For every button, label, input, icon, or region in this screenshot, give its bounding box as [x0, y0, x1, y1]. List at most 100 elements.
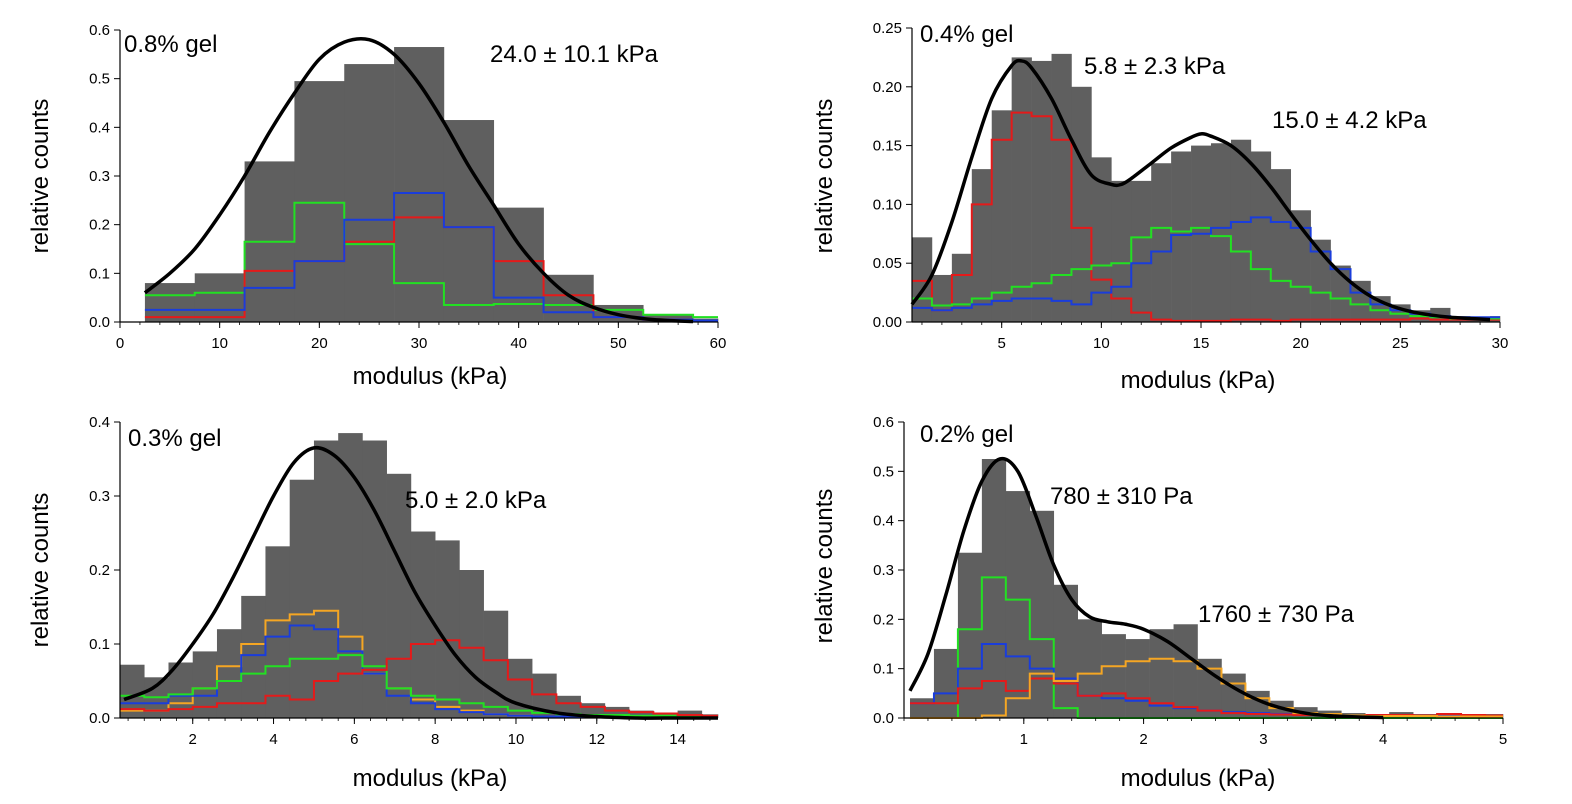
x-tick-label: 2	[1139, 731, 1147, 748]
fit-annotation: 780 ± 310 Pa	[1050, 483, 1193, 510]
y-tick-label: 0.2	[873, 611, 894, 628]
x-tick-label: 30	[411, 335, 428, 352]
gel-label: 0.2% gel	[920, 421, 1013, 448]
x-tick-label: 10	[508, 731, 525, 748]
histogram-bar	[957, 552, 983, 718]
fit-annotation: 15.0 ± 4.2 kPa	[1272, 107, 1427, 134]
gel-label: 0.4% gel	[920, 21, 1013, 48]
histogram-bar	[991, 110, 1012, 322]
x-tick-label: 15	[1193, 335, 1210, 352]
histogram-bar	[1151, 163, 1172, 322]
histogram-bar	[344, 64, 395, 322]
x-axis-label: modulus (kPa)	[1121, 367, 1276, 394]
histogram-bar	[1053, 584, 1079, 718]
y-tick-label: 0.2	[89, 562, 110, 579]
y-tick-label: 0.3	[89, 488, 110, 505]
histogram-bar	[194, 273, 245, 322]
x-tick-label: 60	[710, 335, 727, 352]
x-tick-label: 40	[510, 335, 527, 352]
histogram-bar	[1173, 624, 1198, 718]
x-tick-label: 2	[189, 731, 197, 748]
histogram-bar	[912, 237, 933, 322]
series-red-step	[912, 111, 1500, 322]
x-tick-label: 30	[1492, 335, 1509, 352]
y-tick-label: 0.05	[873, 255, 902, 272]
y-axis-label: relative counts	[811, 99, 838, 254]
series-red-step	[120, 639, 718, 717]
x-tick-label: 1	[1020, 731, 1028, 748]
plot-area: 2 4 6 8 10 12 14 0.0 0.1 0.2 0.3 0.4	[89, 414, 719, 748]
y-tick-label: 0.10	[873, 196, 902, 213]
histogram-bar	[1011, 57, 1032, 323]
x-tick-label: 4	[1379, 731, 1387, 748]
histogram-bar	[483, 610, 509, 718]
histogram-bar	[1029, 510, 1055, 718]
histogram-bar	[629, 710, 654, 718]
gel-label: 0.3% gel	[128, 425, 221, 452]
histogram-bar	[909, 698, 935, 718]
fit-annotation: 5.8 ± 2.3 kPa	[1084, 53, 1226, 80]
histogram-bar	[1077, 619, 1102, 718]
y-tick-label: 0.4	[89, 119, 110, 136]
y-tick-label: 0.3	[89, 168, 110, 185]
series-blue-step	[912, 216, 1500, 319]
histogram-bar	[971, 169, 993, 322]
series-green-step	[144, 201, 718, 319]
histogram-bar	[1290, 210, 1311, 322]
fit-curve	[143, 37, 694, 324]
y-tick-label: 0.6	[873, 414, 894, 431]
x-tick-label: 10	[1093, 335, 1110, 352]
fit-curve	[908, 456, 1384, 720]
histogram-bar	[313, 440, 339, 718]
fit-curve	[123, 445, 718, 720]
y-axis-label: relative counts	[27, 493, 54, 648]
histogram-bar	[1071, 86, 1092, 322]
y-tick-label: 0.1	[89, 636, 110, 653]
histogram-bar	[294, 81, 345, 322]
histogram-bar	[1031, 60, 1052, 323]
x-tick-label: 4	[269, 731, 277, 748]
x-tick-label: 10	[211, 335, 228, 352]
gel-label: 0.8% gel	[124, 31, 217, 58]
y-tick-label: 0.0	[873, 710, 894, 727]
y-tick-label: 0.1	[89, 265, 110, 282]
histogram-bar	[265, 546, 290, 718]
panel-0p3-gel: 2 4 6 8 10 12 14 0.0 0.1 0.2 0.3 0.4 0.3% gel 5.0 ±…	[27, 414, 719, 792]
y-tick-label: 0.5	[89, 71, 110, 88]
histogram-bar	[1111, 180, 1132, 322]
y-tick-label: 0.3	[873, 562, 894, 579]
y-tick-label: 0.25	[873, 20, 902, 37]
x-tick-label: 20	[311, 335, 328, 352]
histogram-bar	[951, 253, 973, 322]
histogram-bar	[1091, 157, 1112, 322]
y-tick-label: 0.4	[873, 513, 894, 530]
y-tick-label: 0.15	[873, 138, 902, 155]
histogram-bar	[1051, 53, 1072, 323]
histogram-bar	[1350, 280, 1371, 322]
fit-annotation: 1760 ± 730 Pa	[1198, 601, 1355, 628]
y-tick-label: 0.2	[89, 217, 110, 234]
plot-area: 0 10 20 30 40 50 60 0.0 0.1 0.2 0.3 0.4 0.5 0.6	[89, 22, 726, 352]
y-tick-label: 0.00	[873, 314, 902, 331]
x-tick-label: 25	[1392, 335, 1409, 352]
x-axis-label: modulus (kPa)	[1121, 765, 1276, 792]
histogram-bar	[410, 531, 436, 718]
histogram-bar	[241, 595, 266, 718]
histogram-bar	[362, 440, 387, 718]
x-tick-label: 5	[1499, 731, 1507, 748]
histogram-bar	[1171, 151, 1192, 322]
histogram-bar	[289, 479, 315, 718]
histogram-bar	[1005, 491, 1031, 718]
histogram-bar	[1250, 151, 1272, 322]
histogram-bar	[338, 433, 363, 718]
panel-0p4-gel: 5 10 15 20 25 30 0.00 0.05 0.10 0.15 0.20 0.25 0.4%…	[811, 20, 1508, 394]
series-green-step	[912, 226, 1500, 320]
histogram-bar	[459, 570, 484, 718]
panel-0p8-gel: 0 10 20 30 40 50 60 0.0 0.1 0.2 0.3 0.4 0.5 0.6 0.8% …	[27, 22, 726, 390]
histogram-bar	[507, 658, 533, 718]
x-tick-label: 14	[669, 731, 686, 748]
fit-annotation: 5.0 ± 2.0 kPa	[405, 487, 547, 514]
x-axis-label: modulus (kPa)	[353, 765, 508, 792]
x-tick-label: 3	[1259, 731, 1267, 748]
